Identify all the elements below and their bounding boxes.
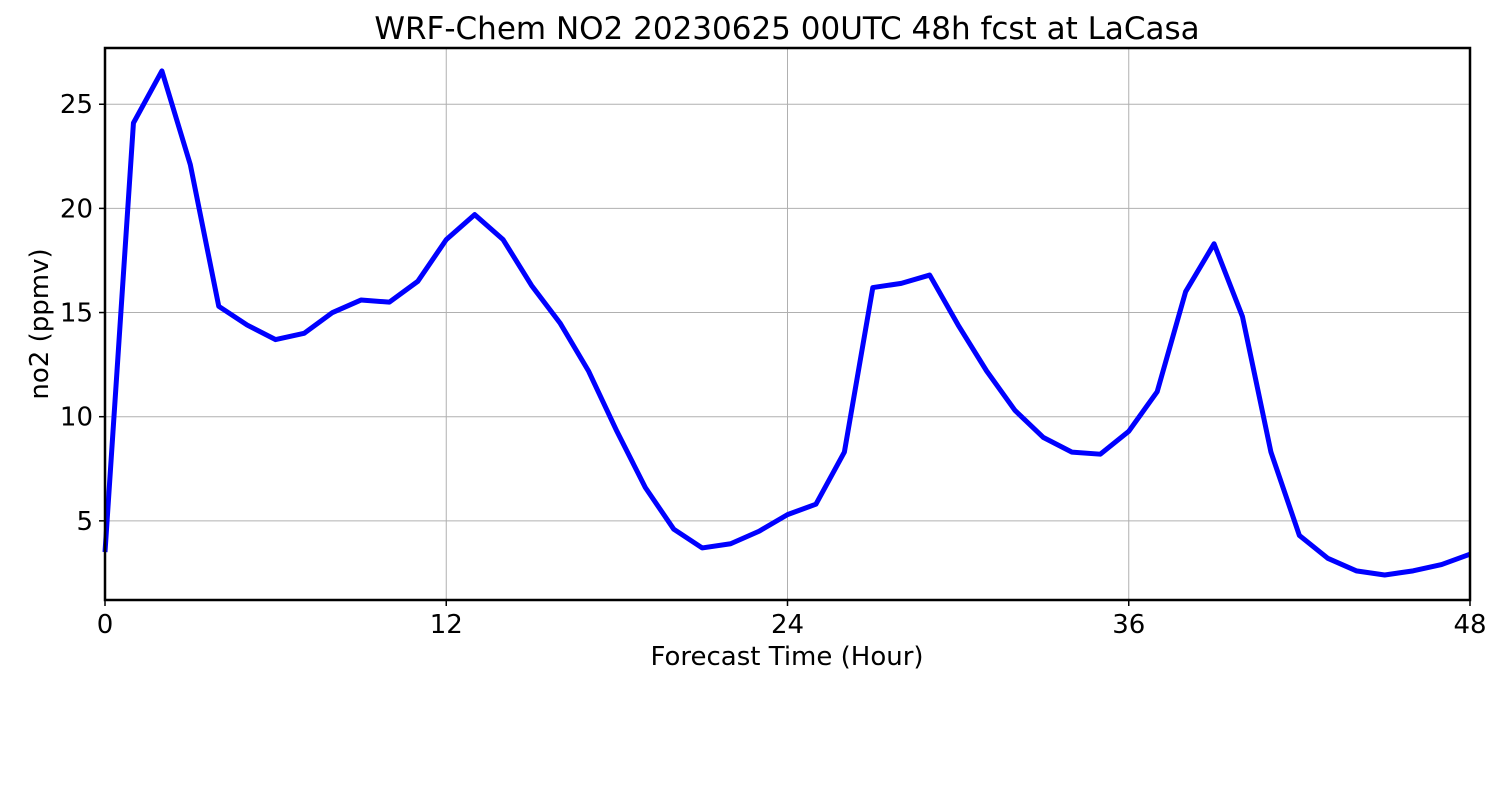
x-axis-label: Forecast Time (Hour) — [650, 642, 923, 672]
series-layer — [102, 68, 1471, 578]
x-tick-label: 24 — [771, 610, 804, 640]
axis-ticks: 0 12 24 36 48 5 10 15 20 25 — [60, 90, 1487, 640]
y-tick-label: 20 — [60, 194, 93, 224]
chart-title: WRF-Chem NO2 20230625 00UTC 48h fcst at … — [374, 11, 1199, 47]
y-axis-label: no2 (ppmv) — [25, 248, 55, 399]
x-tick-label: 0 — [97, 610, 114, 640]
y-tick-label: 10 — [60, 403, 93, 433]
x-tick-label: 48 — [1453, 610, 1486, 640]
x-tick-label: 36 — [1112, 610, 1145, 640]
y-tick-label: 5 — [76, 507, 93, 537]
y-tick-label: 25 — [60, 90, 93, 120]
x-tick-label: 12 — [430, 610, 463, 640]
y-tick-label: 15 — [60, 299, 93, 329]
no2-series-line — [102, 68, 1471, 578]
